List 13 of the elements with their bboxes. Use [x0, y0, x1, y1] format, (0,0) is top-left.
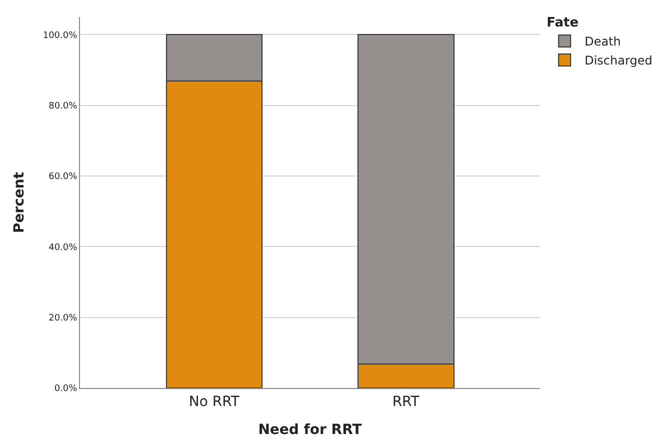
legend-label: Discharged	[584, 54, 652, 68]
legend-title: Fate	[546, 15, 579, 30]
y-tick-label: 20.0%	[48, 313, 78, 324]
y-tick-label: 100.0%	[42, 30, 78, 41]
y-tick-label: 80.0%	[48, 101, 78, 112]
x-tick-label: RRT	[392, 394, 420, 410]
y-axis-title: Percent	[11, 172, 28, 234]
y-tick-label: 0.0%	[54, 384, 78, 394]
legend-label: Death	[584, 34, 621, 49]
x-axis-title: Need for RRT	[258, 422, 362, 438]
y-tick-label: 60.0%	[48, 172, 78, 182]
x-tick-label: No RRT	[188, 394, 240, 410]
y-tick-label: 40.0%	[48, 242, 78, 253]
